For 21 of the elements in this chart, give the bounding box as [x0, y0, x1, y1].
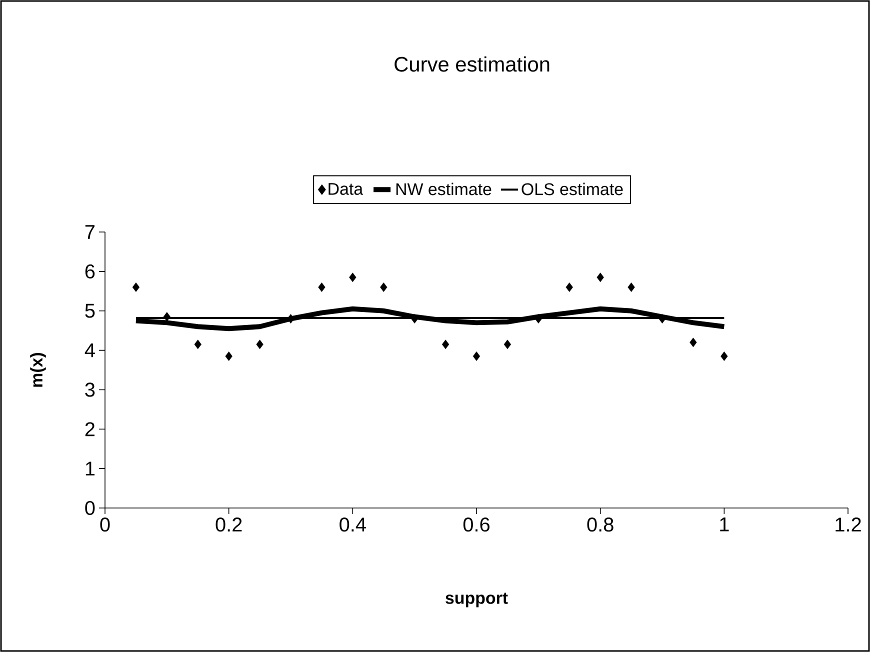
y-tick-label: 6: [85, 264, 95, 278]
y-axis-title: m(x): [30, 352, 46, 387]
x-tick-label: 1.2: [836, 518, 861, 532]
x-axis-title: support: [446, 592, 508, 608]
legend-label: NW estimate: [396, 182, 492, 196]
x-tick-label: 1: [720, 518, 729, 532]
legend-label: OLS estimate: [522, 182, 623, 196]
y-tick-label: 0: [85, 500, 95, 516]
x-tick-label: 0.4: [340, 518, 366, 532]
y-tick-label: 2: [85, 422, 94, 436]
x-tick-label: 0.8: [587, 518, 614, 532]
x-tick-label: 0.2: [216, 518, 242, 532]
x-tick-label: 0: [100, 518, 110, 532]
chart-title: Curve estimation: [394, 56, 550, 72]
y-tick-label: 5: [85, 304, 95, 318]
y-tick-label: 1: [86, 462, 95, 476]
y-tick-label: 4: [84, 343, 95, 358]
y-tick-label: 7: [85, 225, 94, 239]
x-tick-label: 0.6: [463, 518, 490, 532]
legend-label: Data: [328, 183, 364, 195]
y-tick-label: 3: [85, 382, 95, 397]
